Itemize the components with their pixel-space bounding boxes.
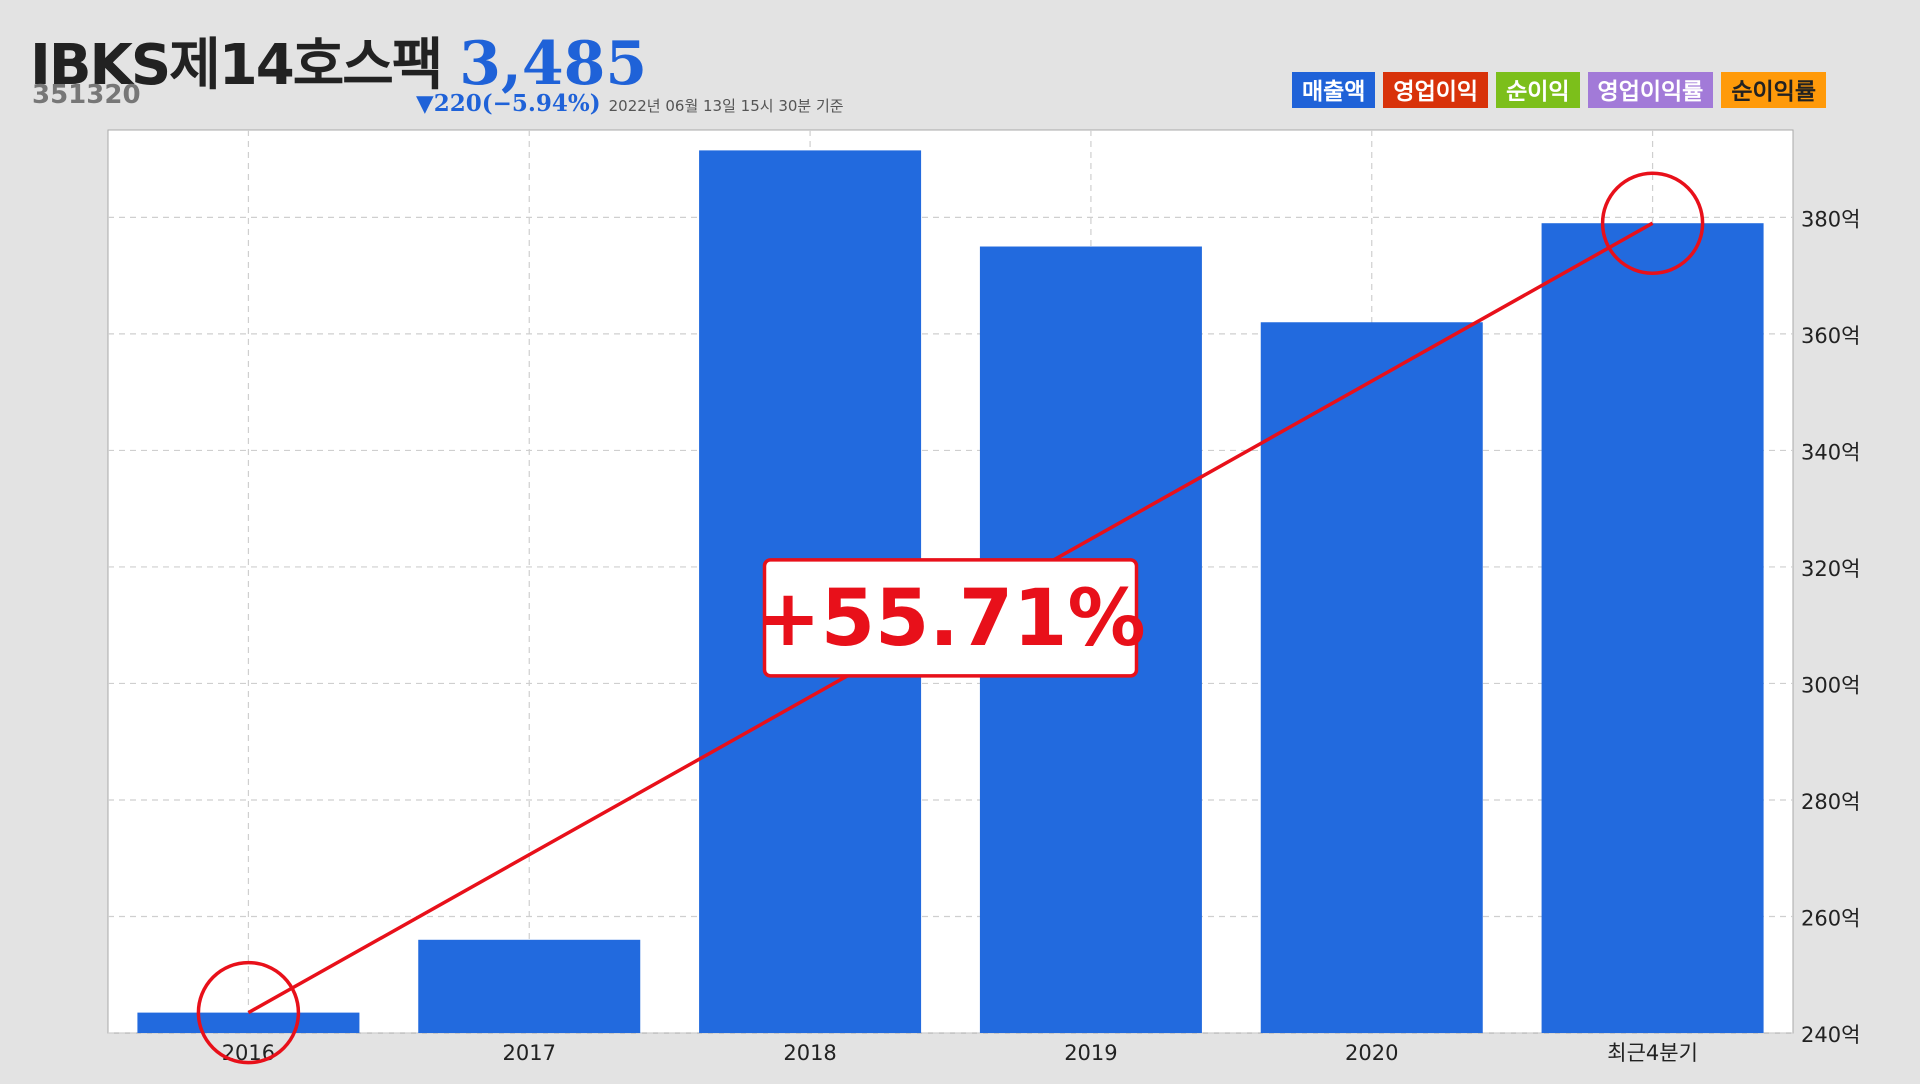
bar-2016 (137, 1012, 360, 1033)
x-tick-label: 최근4분기 (1607, 1041, 1698, 1065)
legend-net-income[interactable]: 순이익 (1496, 72, 1580, 108)
legend-net-margin[interactable]: 순이익률 (1721, 72, 1826, 108)
bar-2017 (418, 939, 641, 1033)
x-tick-label: 2017 (503, 1041, 556, 1065)
as-of-timestamp: 2022년 06월 13일 15시 30분 기준 (608, 97, 844, 115)
y-tick-label: 360억 (1801, 324, 1860, 348)
change-row: ▼220(−5.94%) 2022년 06월 13일 15시 30분 기준 (416, 90, 844, 117)
start-circle (196, 960, 301, 1065)
bar-2020 (1260, 322, 1483, 1034)
change-badge-label: +55.71% (755, 574, 1145, 664)
end-circle (1600, 171, 1705, 275)
title-row: IBKS제14호스팩 3,485 (30, 20, 647, 101)
y-tick-label: 340억 (1801, 440, 1860, 464)
y-tick-label: 260억 (1801, 906, 1860, 930)
legend-operating-margin[interactable]: 영업이익률 (1587, 72, 1714, 108)
x-tick-label: 2019 (1064, 1041, 1117, 1065)
y-tick-label: 280억 (1801, 790, 1860, 814)
legend-revenue[interactable]: 매출액 (1291, 72, 1376, 108)
y-tick-label: 380억 (1801, 207, 1860, 231)
change-badge (762, 558, 1139, 678)
header: IBKS제14호스팩 3,485 (30, 20, 647, 101)
stock-name: IBKS제14호스팩 (30, 33, 443, 98)
legend: 매출액 영업이익 순이익 영업이익률 순이익률 (1291, 72, 1826, 108)
price-change: ▼220(−5.94%) (416, 90, 601, 117)
x-tick-label: 2020 (1345, 1041, 1398, 1065)
y-tick-label: 240억 (1801, 1023, 1860, 1047)
stock-price: 3,485 (459, 29, 648, 99)
legend-operating-income[interactable]: 영업이익 (1383, 72, 1489, 108)
bar-최근4분기 (1541, 223, 1764, 1034)
x-tick-label: 2018 (783, 1041, 836, 1065)
y-tick-label: 320억 (1801, 557, 1860, 581)
y-tick-label: 300억 (1801, 673, 1860, 697)
stock-code: 351320 (32, 80, 141, 110)
